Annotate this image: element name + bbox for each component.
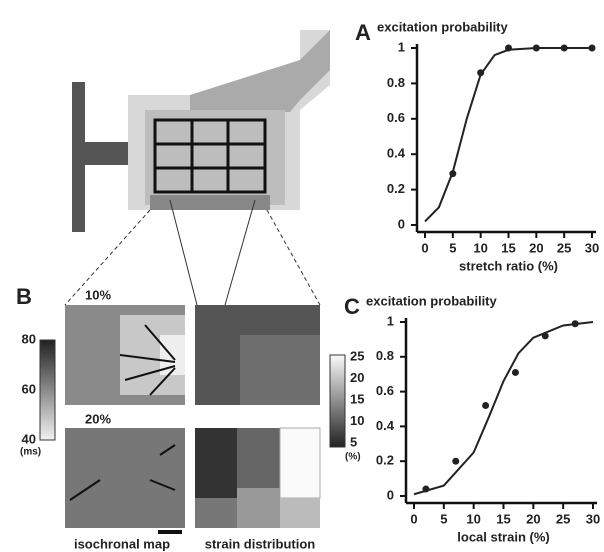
x-axis-label: stretch ratio (%): [459, 258, 558, 273]
y-tick-label: 0.8: [376, 348, 394, 363]
scale-tick-label: 25: [350, 348, 364, 363]
scale-tick-label: 15: [350, 391, 364, 406]
figure: B 10% 20% isochronal map strain distribu…: [0, 0, 604, 552]
y-tick-label: 0: [398, 216, 405, 231]
panel-label: C: [344, 294, 360, 319]
x-tick-label: 5: [449, 240, 456, 255]
scale-unit: (%): [345, 452, 361, 463]
y-axis-label: excitation probability: [366, 293, 498, 308]
scale-tick-label: 60: [22, 381, 36, 396]
scale-tick-label: 80: [22, 331, 36, 346]
x-tick-label: 25: [557, 240, 571, 255]
y-axis-label: excitation probability: [377, 19, 509, 34]
map-label: 20%: [85, 411, 111, 426]
scale-tick-label: 20: [350, 370, 364, 385]
x-tick-label: 30: [586, 511, 600, 526]
caption: strain distribution: [205, 536, 316, 551]
y-tick-label: 0.8: [387, 75, 405, 90]
x-tick-label: 20: [526, 511, 540, 526]
tissue-diagram: [65, 30, 330, 305]
x-tick-label: 25: [556, 511, 570, 526]
x-tick-label: 10: [466, 511, 480, 526]
scale-tick-label: 40: [22, 431, 36, 446]
panel-label: A: [355, 20, 371, 45]
x-tick-label: 10: [473, 240, 487, 255]
y-tick-label: 0: [387, 487, 394, 502]
page: {"chart_data": [ {"type": "line", "panel…: [0, 0, 604, 552]
x-tick-label: 5: [440, 511, 447, 526]
map-label: 10%: [85, 287, 111, 302]
x-tick-label: 20: [529, 240, 543, 255]
y-tick-label: 1: [398, 39, 405, 54]
y-tick-label: 1: [387, 313, 394, 328]
caption: isochronal map: [74, 536, 170, 551]
fit-curve: [425, 48, 592, 221]
y-tick-label: 0.4: [376, 418, 395, 433]
panel-label: B: [16, 284, 32, 309]
x-tick-label: 0: [421, 240, 428, 255]
data-point: [512, 369, 519, 376]
y-tick-label: 0.2: [376, 453, 394, 468]
scale-unit: (ms): [20, 447, 41, 458]
data-point: [482, 402, 489, 409]
x-tick-label: 15: [501, 240, 515, 255]
x-tick-label: 15: [496, 511, 510, 526]
data-point: [452, 458, 459, 465]
y-tick-label: 0.4: [387, 146, 406, 161]
x-axis-label: local strain (%): [457, 529, 549, 544]
y-tick-label: 0.6: [387, 110, 405, 125]
y-tick-label: 0.2: [387, 181, 405, 196]
scale-tick-label: 5: [350, 434, 357, 449]
fit-curve: [414, 322, 593, 494]
y-tick-label: 0.6: [376, 383, 394, 398]
x-tick-label: 0: [410, 511, 417, 526]
scale-tick-label: 10: [350, 413, 364, 428]
x-tick-label: 30: [585, 240, 599, 255]
